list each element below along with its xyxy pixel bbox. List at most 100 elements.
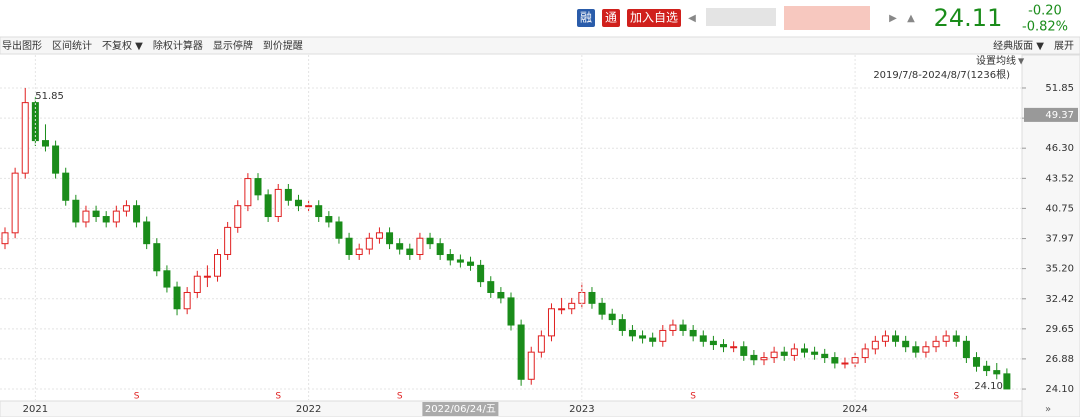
candle-body: [507, 297, 515, 326]
candle-body: [1, 232, 9, 245]
toolbar-item[interactable]: 到价提醒: [263, 40, 303, 52]
toolbar-item[interactable]: 区间统计: [52, 39, 92, 52]
candle-body: [92, 210, 100, 218]
x-axis-panel: [0, 400, 1023, 417]
candle-body: [477, 264, 485, 283]
x-tick-label: 2024: [842, 404, 867, 415]
candle-body: [628, 329, 636, 337]
candle-body: [750, 354, 758, 361]
min-note: 24.10: [974, 381, 1003, 392]
candle-body: [558, 308, 566, 311]
candle-body: [659, 329, 667, 342]
candle-body: [122, 205, 130, 212]
x-tick-label: 2022: [296, 404, 321, 415]
ma-dropdown[interactable]: ▼: [1018, 57, 1025, 66]
candle-body: [1003, 373, 1011, 390]
y-tick-label: 37.97: [1045, 234, 1074, 245]
badge-bg: [577, 9, 595, 27]
toolbar-right-item[interactable]: 展开: [1054, 40, 1074, 52]
candle-body: [892, 335, 900, 342]
candle-body: [983, 365, 991, 372]
candle-body: [487, 281, 495, 293]
badge[interactable]: 通: [605, 11, 617, 25]
candle-body: [41, 140, 49, 147]
candle-body: [699, 335, 707, 342]
header-bar: [0, 0, 1080, 36]
candle-body: [406, 248, 414, 256]
candle-body: [396, 243, 404, 250]
candle-body: [264, 194, 272, 218]
candle-body: [72, 199, 80, 223]
ma-setting[interactable]: 设置均线: [976, 54, 1016, 67]
candle-body: [335, 221, 343, 239]
event-marker[interactable]: S: [690, 392, 696, 402]
blurred-name: [784, 6, 870, 30]
candle-body: [416, 237, 424, 256]
candle-body: [436, 243, 444, 256]
range-label: 2019/7/8-2024/8/7(1236根): [873, 68, 1010, 81]
candle-body: [153, 243, 161, 272]
candle-body: [143, 221, 151, 245]
toolbar-item[interactable]: 不复权 ▼: [102, 39, 143, 52]
crosshair-y-label: 49.37: [1045, 110, 1074, 121]
candle-body: [639, 335, 647, 339]
candle-body: [163, 270, 171, 288]
toolbar-right-item[interactable]: 经典版面 ▼: [993, 39, 1044, 52]
candle-body: [568, 302, 576, 310]
y-tick-label: 46.30: [1045, 143, 1074, 154]
candle-body: [800, 348, 808, 353]
badge[interactable]: 融: [580, 11, 592, 25]
candle-body: [294, 199, 302, 207]
event-marker[interactable]: S: [275, 392, 281, 402]
event-marker[interactable]: S: [953, 392, 959, 402]
candle-body: [254, 178, 262, 196]
candle-body: [325, 216, 333, 223]
candle-body: [952, 335, 960, 342]
candle-body: [770, 351, 778, 359]
event-marker[interactable]: S: [134, 392, 140, 402]
plot-area: [0, 55, 1022, 401]
candle-body: [608, 313, 616, 321]
candle-body: [902, 340, 910, 348]
y-tick-label: 40.75: [1045, 203, 1074, 214]
bell[interactable]: ▲: [907, 13, 915, 24]
candle-body: [214, 254, 222, 277]
candle-body: [82, 210, 90, 223]
candle-body: [365, 237, 373, 250]
toolbar-item[interactable]: 导出图形: [2, 39, 42, 52]
chart: 51.8549.0746.3043.5240.7537.9735.2032.42…: [0, 55, 1078, 416]
y-tick-label: 24.10: [1045, 384, 1074, 395]
toolbar: [0, 36, 1080, 55]
candle-body: [52, 145, 60, 174]
max-note: 51.85: [35, 91, 64, 102]
add-watchlist[interactable]: 加入自选: [630, 11, 678, 25]
event-marker[interactable]: S: [397, 392, 403, 402]
candle-body: [689, 329, 697, 337]
candle-body: [537, 335, 545, 353]
badge-bg: [602, 9, 620, 27]
candle-body: [244, 178, 252, 207]
scroll-arrows[interactable]: »: [1045, 404, 1051, 415]
crosshair-x-box: [422, 402, 499, 416]
candle-body: [355, 248, 363, 256]
toolbar-item[interactable]: 显示停牌: [213, 39, 253, 52]
prev-arrow[interactable]: ◀: [688, 13, 696, 24]
candle-body: [790, 348, 798, 356]
candle-body: [274, 188, 282, 218]
y-tick-label: 51.85: [1045, 83, 1074, 94]
candle-body: [679, 324, 687, 331]
candle-body: [203, 275, 211, 278]
change-pct: -0.82%: [1022, 20, 1068, 35]
candle-body: [62, 172, 70, 201]
candle-body: [618, 319, 626, 331]
candle-body: [527, 351, 535, 380]
candle-body: [517, 324, 525, 380]
next-arrow[interactable]: ▶: [889, 13, 897, 24]
toolbar-item[interactable]: 除权计算器: [153, 39, 203, 52]
candle-body: [133, 205, 141, 223]
candle-body: [446, 254, 454, 261]
candle-body: [467, 261, 475, 266]
